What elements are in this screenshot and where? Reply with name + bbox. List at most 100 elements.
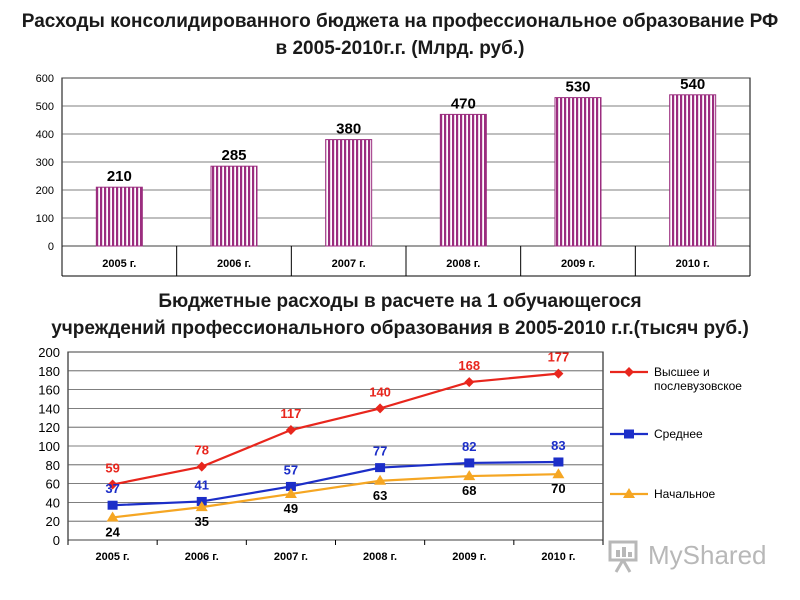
bar-x-tick-label: 2008 г. (446, 258, 480, 270)
series-marker (195, 501, 208, 512)
line-chart-title: Бюджетные расходы в расчете на 1 обучающ… (0, 288, 800, 342)
legend-label: Высшее и (654, 365, 710, 379)
bar-data-label: 380 (336, 121, 361, 138)
line-y-tick-label: 0 (53, 533, 60, 548)
bar-y-tick-label: 600 (36, 73, 54, 85)
series-1: 59 78 117 140 168 177 (105, 350, 569, 490)
series-marker (553, 368, 564, 379)
series-line (112, 372, 559, 486)
line-y-tick-label: 200 (38, 345, 60, 360)
bar-x-tick-label: 2006 г. (217, 258, 251, 270)
bar (95, 186, 143, 247)
line-chart: 0 20 40 60 80 100 120 140 160 180 200 2005 г. 2006 г… (38, 345, 742, 563)
bar-data-label: 540 (680, 76, 705, 93)
series-line (112, 473, 559, 519)
bar-y-tick-label: 400 (36, 129, 54, 141)
bar (210, 165, 258, 247)
series-marker (284, 487, 297, 498)
watermark-text: MyShared (648, 540, 767, 570)
bar-y-tick-label: 500 (36, 101, 54, 113)
presentation-board-icon (608, 540, 638, 573)
bar-chart-title: Расходы консолидированного бюджета на пр… (0, 8, 800, 62)
line-x-tick-label: 2010 г. (541, 551, 575, 563)
bar-x-tick-label: 2005 г. (102, 258, 136, 270)
series-data-label: 57 (284, 462, 298, 477)
series-data-label: 78 (195, 443, 209, 458)
series-data-label: 49 (284, 501, 298, 516)
series-data-label: 177 (548, 350, 570, 365)
bar-chart-title-line1: Расходы консолидированного бюджета на пр… (21, 11, 779, 32)
legend-marker (624, 367, 634, 377)
bar-x-tick-label: 2009 г. (561, 258, 595, 270)
series-marker (285, 425, 296, 436)
line-y-tick-label: 100 (38, 439, 60, 454)
bar (669, 94, 717, 247)
bar (439, 113, 487, 247)
series-data-label: 59 (105, 461, 119, 476)
line-y-tick-label: 140 (38, 401, 60, 416)
series-data-label: 168 (458, 358, 480, 373)
line-y-tick-label: 180 (38, 364, 60, 379)
line-x-tick-label: 2007 г. (274, 551, 308, 563)
bar (325, 139, 373, 247)
line-chart-title-line1: Бюджетные расходы в расчете на 1 обучающ… (158, 291, 642, 312)
bar-y-tick-label: 100 (36, 213, 54, 225)
series-data-label: 63 (373, 488, 387, 503)
series-line (112, 460, 559, 507)
series-marker (106, 511, 119, 522)
bar (554, 97, 602, 247)
line-y-tick-label: 60 (46, 477, 60, 492)
legend-label: Начальное (654, 487, 716, 501)
line-y-tick-label: 40 (46, 495, 60, 510)
line-y-tick-label: 120 (38, 420, 60, 435)
series-marker (107, 479, 118, 490)
series-data-label: 140 (369, 384, 391, 399)
series-data-label: 41 (195, 477, 209, 492)
bar-data-label: 210 (107, 168, 132, 185)
legend-marker (624, 429, 634, 439)
line-chart-title-line2: учреждений профессионального образования… (51, 318, 749, 339)
series-3: 24 35 49 63 68 70 (105, 468, 566, 539)
series-data-label: 35 (195, 514, 209, 529)
series-data-label: 77 (373, 444, 387, 459)
bar-y-tick-label: 0 (48, 241, 54, 253)
series-marker (464, 377, 475, 388)
bar-data-label: 285 (221, 147, 246, 164)
series-data-label: 68 (462, 483, 476, 498)
series-marker (285, 481, 296, 491)
watermark: MyShared (606, 538, 786, 574)
line-y-tick-label: 20 (46, 514, 60, 529)
bar-y-tick-label: 200 (36, 185, 54, 197)
bar-x-tick-label: 2007 г. (332, 258, 366, 270)
line-x-tick-label: 2008 г. (363, 551, 397, 563)
line-y-tick-label: 80 (46, 458, 60, 473)
line-x-tick-label: 2005 г. (96, 551, 130, 563)
series-marker (375, 463, 386, 473)
series-data-label: 83 (551, 438, 565, 453)
legend-item: Начальное (610, 487, 716, 501)
bar-data-label: 530 (565, 79, 590, 96)
series-data-label: 37 (105, 481, 119, 496)
series-data-label: 24 (105, 524, 120, 539)
line-x-tick-label: 2009 г. (452, 551, 486, 563)
series-marker (374, 474, 387, 485)
series-marker (553, 457, 564, 467)
bar-chart-title-line2: в 2005-2010г.г. (Млрд. руб.) (275, 38, 525, 59)
series-data-label: 82 (462, 439, 476, 454)
bar-data-label: 470 (451, 95, 476, 112)
series-marker (464, 458, 475, 468)
bar-x-tick-label: 2010 г. (676, 258, 710, 270)
series-marker (552, 468, 565, 479)
bar-chart: 0 100 200 300 400 500 600 210 285 380 470 530 540 200… (36, 73, 751, 277)
series-marker (107, 500, 118, 510)
series-data-label: 117 (280, 406, 301, 421)
legend-label: послевузовское (654, 379, 742, 393)
series-2: 37 41 57 77 82 83 (105, 438, 566, 510)
legend-item: Среднее (610, 427, 703, 441)
legend-marker (623, 488, 635, 498)
series-marker (375, 403, 386, 414)
series-marker (196, 461, 207, 472)
legend-label: Среднее (654, 427, 703, 441)
line-y-tick-label: 160 (38, 383, 60, 398)
